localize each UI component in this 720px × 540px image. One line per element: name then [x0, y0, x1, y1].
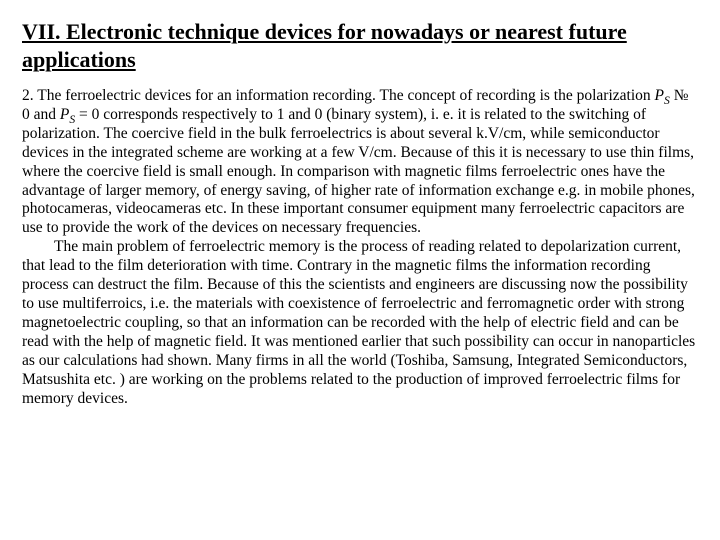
ps-symbol-2: P [60, 106, 69, 123]
document-page: VII. Electronic technique devices for no… [0, 0, 720, 408]
ps-symbol-1: P [655, 87, 664, 104]
paragraph-1-lead: 2. The ferroelectric devices for an info… [22, 87, 655, 104]
paragraph-2: The main problem of ferroelectric memory… [22, 238, 695, 406]
body-text: 2. The ferroelectric devices for an info… [22, 87, 698, 408]
section-heading: VII. Electronic technique devices for no… [22, 18, 698, 73]
paragraph-1-rest: = 0 corresponds respectively to 1 and 0 … [22, 106, 695, 236]
